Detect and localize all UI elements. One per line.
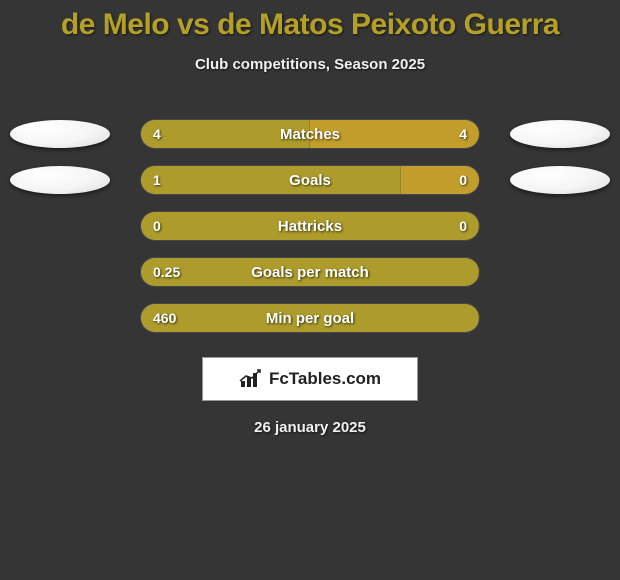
stat-row: 44Matches — [0, 111, 620, 157]
stat-bar: 10Goals — [140, 165, 480, 195]
player-right-avatar — [510, 166, 610, 194]
stat-bar-left-fill — [141, 166, 401, 194]
stat-value-left: 460 — [153, 304, 176, 332]
bar-chart-icon — [239, 369, 263, 389]
stat-value-left: 0 — [153, 212, 161, 240]
stat-value-right: 0 — [459, 212, 467, 240]
player-left-avatar — [10, 120, 110, 148]
stat-row: 0.25Goals per match — [0, 249, 620, 295]
stat-bar-left-fill — [141, 120, 310, 148]
date-label: 26 january 2025 — [0, 419, 620, 436]
page-title: de Melo vs de Matos Peixoto Guerra — [0, 0, 620, 42]
stat-row: 00Hattricks — [0, 203, 620, 249]
branding-text: FcTables.com — [269, 369, 381, 389]
subtitle: Club competitions, Season 2025 — [0, 56, 620, 73]
stat-bar-right-fill — [310, 120, 479, 148]
stat-value-left: 4 — [153, 120, 161, 148]
stat-bar-left-fill — [141, 258, 479, 286]
stat-row: 10Goals — [0, 157, 620, 203]
stat-bar: 0.25Goals per match — [140, 257, 480, 287]
stat-bar: 44Matches — [140, 119, 480, 149]
stat-value-right: 4 — [459, 120, 467, 148]
stat-bar-right-fill — [401, 166, 479, 194]
stat-value-left: 0.25 — [153, 258, 180, 286]
stat-value-right: 0 — [459, 166, 467, 194]
stat-bar: 00Hattricks — [140, 211, 480, 241]
stats-chart: 44Matches10Goals00Hattricks0.25Goals per… — [0, 111, 620, 341]
stat-value-left: 1 — [153, 166, 161, 194]
branding-badge: FcTables.com — [202, 357, 418, 401]
stat-row: 460Min per goal — [0, 295, 620, 341]
player-left-avatar — [10, 166, 110, 194]
stat-bar-left-fill — [141, 212, 479, 240]
player-right-avatar — [510, 120, 610, 148]
stat-bar-left-fill — [141, 304, 479, 332]
stat-bar: 460Min per goal — [140, 303, 480, 333]
